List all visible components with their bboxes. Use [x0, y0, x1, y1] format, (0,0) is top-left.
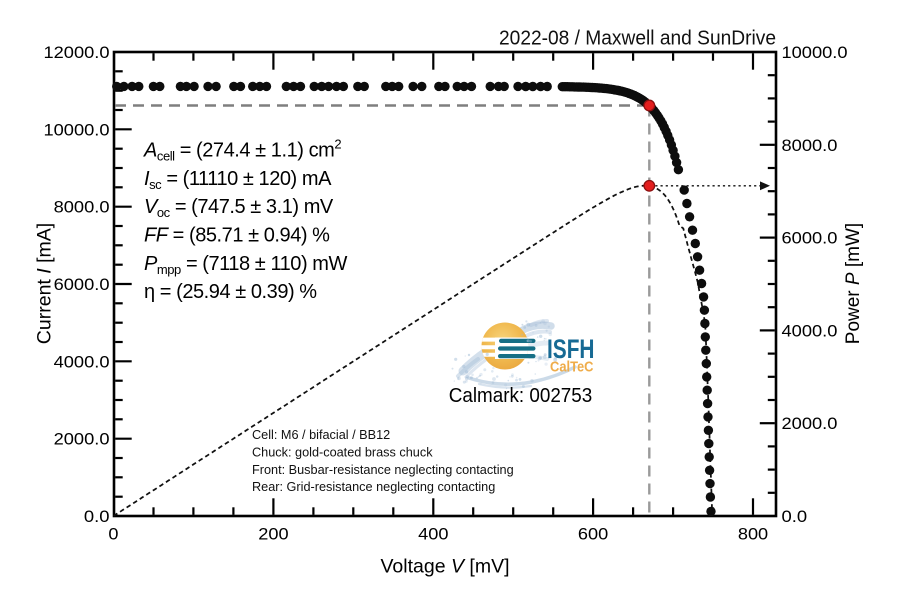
svg-text:2000.0: 2000.0 — [54, 431, 110, 449]
svg-text:10000.0: 10000.0 — [782, 44, 848, 62]
svg-text:CalTeC: CalTeC — [550, 359, 594, 375]
svg-text:Current I [mA]: Current I [mA] — [34, 223, 56, 344]
svg-text:4000.0: 4000.0 — [54, 353, 110, 371]
svg-text:8000.0: 8000.0 — [782, 137, 838, 155]
svg-text:Isc = (11110 ± 120) mA: Isc = (11110 ± 120) mA — [144, 168, 332, 192]
svg-text:ISFH: ISFH — [547, 334, 595, 364]
svg-text:8000.0: 8000.0 — [54, 199, 110, 217]
svg-text:6000.0: 6000.0 — [782, 230, 838, 248]
svg-text:6000.0: 6000.0 — [54, 276, 110, 294]
svg-text:0.0: 0.0 — [84, 508, 110, 526]
svg-text:800: 800 — [738, 525, 768, 543]
svg-text:0: 0 — [108, 525, 118, 543]
svg-text:Cell: M6 / bifacial / BB12: Cell: M6 / bifacial / BB12 — [252, 428, 390, 442]
svg-text:Acell = (274.4 ± 1.1) cm2: Acell = (274.4 ± 1.1) cm2 — [143, 137, 341, 164]
svg-text:0.0: 0.0 — [782, 508, 808, 526]
svg-text:Rear: Grid-resistance neglecti: Rear: Grid-resistance neglecting contact… — [252, 480, 495, 494]
svg-text:η = (25.94 ± 0.39) %: η = (25.94 ± 0.39) % — [144, 281, 317, 303]
svg-text:Voc = (747.5 ± 3.1) mV: Voc = (747.5 ± 3.1) mV — [144, 196, 334, 220]
svg-text:Voltage V [mV]: Voltage V [mV] — [380, 556, 509, 578]
svg-text:Power P [mW]: Power P [mW] — [843, 223, 864, 344]
svg-text:12000.0: 12000.0 — [44, 44, 110, 62]
svg-text:200: 200 — [258, 525, 288, 543]
svg-text:Front: Busbar-resistance negle: Front: Busbar-resistance neglecting cont… — [252, 463, 514, 477]
svg-text:2022-08 / Maxwell and SunDrive: 2022-08 / Maxwell and SunDrive — [499, 27, 776, 50]
svg-text:Pmpp = (7118 ± 110) mW: Pmpp = (7118 ± 110) mW — [144, 253, 348, 277]
svg-text:FF = (85.71 ± 0.94) %: FF = (85.71 ± 0.94) % — [144, 225, 330, 247]
svg-text:600: 600 — [578, 525, 608, 543]
svg-text:2000.0: 2000.0 — [782, 415, 838, 433]
svg-text:Calmark: 002753: Calmark: 002753 — [449, 385, 593, 407]
svg-text:10000.0: 10000.0 — [44, 121, 110, 139]
svg-text:Chuck: gold-coated brass chuck: Chuck: gold-coated brass chuck — [252, 445, 433, 459]
svg-text:400: 400 — [418, 525, 448, 543]
svg-text:4000.0: 4000.0 — [782, 322, 838, 340]
